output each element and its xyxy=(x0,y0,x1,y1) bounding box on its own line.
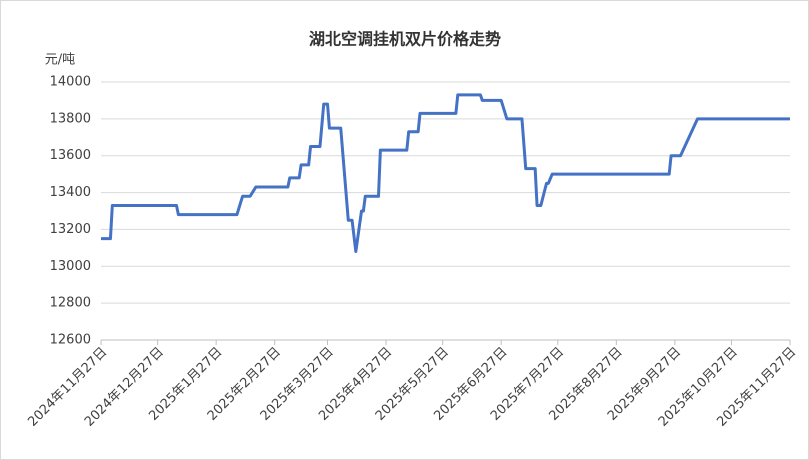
y-tick-label: 13200 xyxy=(50,222,91,237)
y-tick-label: 12800 xyxy=(50,296,91,311)
y-tick-label: 14000 xyxy=(50,75,91,90)
chart-title: 湖北空调挂机双片价格走势 xyxy=(309,30,501,49)
y-tick-label: 13000 xyxy=(50,259,91,274)
data-line xyxy=(101,93,790,254)
y-tick-label: 13800 xyxy=(50,111,91,126)
y-tick-label: 12600 xyxy=(50,333,91,348)
y-tick-label: 13400 xyxy=(50,185,91,200)
y-tick-label: 13600 xyxy=(50,148,91,163)
y-axis-label: 元/吨 xyxy=(45,53,75,68)
